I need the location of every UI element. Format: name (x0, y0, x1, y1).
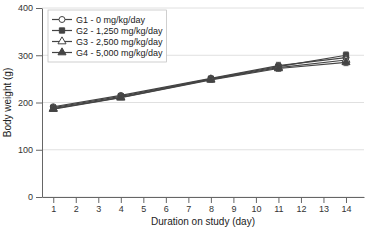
series (49, 55, 350, 111)
grid-line (42, 8, 364, 9)
tick-label: 100 (18, 145, 33, 155)
legend-label: G4 - 5,000 mg/kg/day (76, 48, 163, 58)
tick: 13 (319, 197, 329, 214)
tick-label: 7 (186, 204, 191, 214)
legend-label: G3 - 2,500 mg/kg/day (76, 37, 163, 47)
tick-mark (278, 197, 279, 203)
tick: 3 (96, 197, 101, 214)
tick-label: 0 (28, 192, 33, 202)
legend-label: G1 - 0 mg/kg/day (76, 15, 146, 25)
tick-label: 400 (18, 3, 33, 13)
tick: 8 (209, 197, 214, 214)
legend-label: G2 - 1,250 mg/kg/day (76, 26, 163, 36)
tick-mark (323, 197, 324, 203)
tick-label: 14 (341, 204, 351, 214)
point (342, 58, 350, 65)
tick: 11 (274, 197, 283, 214)
tick-label: 1 (51, 204, 56, 214)
tick-mark (98, 197, 99, 203)
tick-label: 6 (164, 204, 169, 214)
tick-mark (53, 197, 54, 203)
tick-label: 13 (319, 204, 329, 214)
series (49, 58, 350, 112)
tick: 10 (251, 197, 261, 214)
point (274, 64, 282, 71)
tick: 0 (28, 192, 42, 202)
tick-mark (301, 197, 302, 203)
tick-label: 2 (74, 204, 79, 214)
tick-mark (166, 197, 167, 203)
tick: 1 (51, 197, 56, 214)
point (49, 104, 57, 111)
legend: G1 - 0 mg/kg/dayG2 - 1,250 mg/kg/dayG3 -… (48, 10, 167, 62)
tick: 400 (18, 3, 42, 13)
legend-item: G3 - 2,500 mg/kg/day (52, 37, 163, 47)
legend-marker (59, 28, 64, 33)
x-axis: 1234567891011121314 (43, 197, 365, 214)
tick: 4 (119, 197, 124, 214)
line (53, 62, 346, 109)
y-axis: 0 100 200 300 400 (18, 3, 43, 202)
tick-label: 12 (296, 204, 306, 214)
legend-item: G2 - 1,250 mg/kg/day (52, 26, 163, 36)
tick-label: 3 (96, 204, 101, 214)
axis-line (43, 197, 365, 198)
tick: 9 (231, 197, 236, 214)
tick-label: 300 (18, 51, 33, 61)
point (207, 75, 215, 82)
tick-label: 10 (251, 204, 261, 214)
chart: 12345678910111213140100200300400Duration… (0, 0, 376, 229)
tick-mark (143, 197, 144, 203)
tick-mark (36, 150, 42, 151)
tick-mark (36, 103, 42, 104)
tick-mark (211, 197, 212, 203)
tick-label: 4 (119, 204, 124, 214)
tick-mark (76, 197, 77, 203)
grid-line (42, 197, 364, 198)
x-axis-title: Duration on study (day) (151, 216, 255, 227)
tick: 300 (18, 51, 42, 61)
tick-label: 9 (231, 204, 236, 214)
tick-label: 8 (209, 204, 214, 214)
tick: 2 (74, 197, 79, 214)
tick-mark (188, 197, 189, 203)
legend-box (48, 10, 167, 62)
tick-label: 5 (141, 204, 146, 214)
legend-marker (58, 48, 66, 55)
point (117, 93, 125, 100)
point (117, 93, 125, 100)
point (274, 63, 282, 70)
tick-mark (36, 55, 42, 56)
tick-label: 200 (18, 98, 33, 108)
tick-mark (256, 197, 257, 203)
grid (42, 8, 364, 197)
tick-mark (121, 197, 122, 203)
tick-mark (346, 197, 347, 203)
tick: 12 (296, 197, 306, 214)
point (207, 75, 215, 82)
y-axis-title: Body weight (g) (2, 68, 13, 137)
tick: 100 (18, 145, 42, 155)
tick: 200 (18, 98, 42, 108)
line (53, 60, 346, 109)
legend-marker (58, 37, 66, 44)
grid-line (42, 149, 364, 150)
legend-item: G4 - 5,000 mg/kg/day (52, 48, 163, 58)
tick: 7 (186, 197, 191, 214)
tick-label: 11 (274, 204, 283, 214)
legend-marker (59, 17, 65, 23)
tick: 5 (141, 197, 146, 214)
tick-mark (36, 197, 42, 198)
tick: 14 (341, 197, 351, 214)
axis-line (42, 9, 43, 198)
tick: 6 (164, 197, 169, 214)
tick-mark (233, 197, 234, 203)
legend-item: G1 - 0 mg/kg/day (52, 15, 146, 25)
point (49, 104, 57, 111)
tick-mark (36, 8, 42, 9)
